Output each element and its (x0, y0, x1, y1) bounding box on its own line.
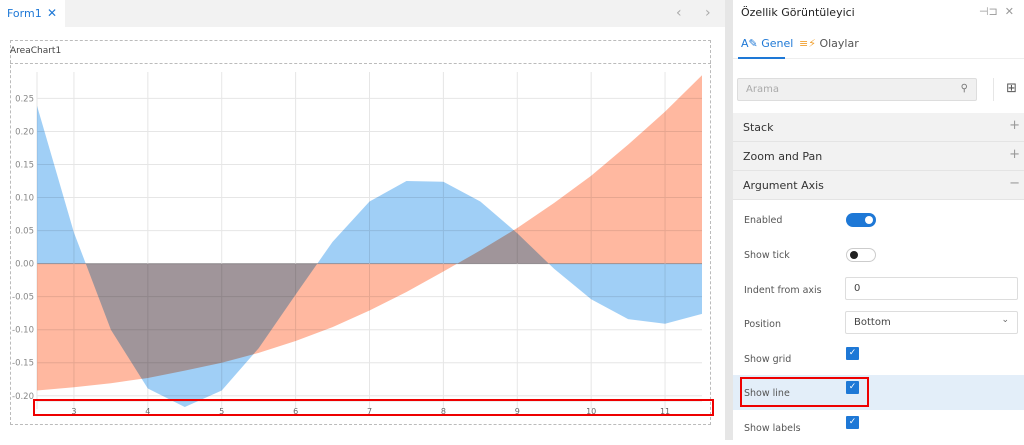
y-tick-label: 0.05 (15, 227, 34, 237)
section-label: Zoom and Pan (743, 150, 823, 163)
prop-enabled: Enabled (733, 202, 1024, 237)
prop-label: Show tick (744, 250, 790, 261)
y-tick-label: 0.15 (15, 161, 34, 171)
prop-show-tick: Show tick (733, 237, 1024, 272)
y-tick-label: -0.15 (12, 359, 34, 369)
x-tick-label: 6 (293, 407, 298, 416)
pin-icon[interactable]: ⊣⊐ (978, 5, 998, 18)
chart-title: AreaChart1 (10, 40, 711, 64)
designer-tab-bar: Form1 ✕ ‹ › (0, 0, 725, 27)
x-tick-label: 10 (586, 407, 596, 416)
area-chart: 0.25 0.20 0.15 0.10 0.05 0.00 -0.05 -0.10 -0.15 -… (12, 72, 702, 416)
y-tick-label: 0.25 (15, 94, 34, 104)
prop-label: Show labels (744, 423, 801, 434)
prop-position: Position Bottom ⌄ (733, 306, 1024, 341)
expand-icon[interactable]: + (1009, 118, 1020, 133)
section-label: Stack (743, 121, 774, 134)
x-tick-label: 9 (515, 407, 520, 416)
chart-component-frame[interactable] (10, 40, 711, 425)
show-grid-checkbox[interactable]: ✓ (846, 347, 859, 360)
prop-show-line: Show line ✓ (733, 375, 1024, 410)
highlight-x-axis (33, 399, 714, 416)
x-tick-label: 3 (71, 407, 76, 416)
highlight-show-line (740, 377, 869, 407)
close-icon[interactable]: ✕ (47, 6, 58, 20)
tab-olaylar[interactable]: ≡⚡ Olaylar (799, 37, 859, 50)
chevron-right-icon[interactable]: › (705, 5, 711, 21)
enabled-toggle[interactable] (846, 213, 876, 227)
tab-form1[interactable]: Form1 ✕ (0, 0, 65, 27)
x-tick-label: 11 (660, 407, 670, 416)
prop-label: Enabled (744, 215, 783, 226)
prop-label: Position (744, 319, 781, 330)
prop-label: Show line (744, 388, 790, 399)
prop-indent: Indent from axis 0 (733, 272, 1024, 307)
show-tick-toggle[interactable] (846, 248, 876, 262)
x-tick-label: 5 (219, 407, 224, 416)
x-tick-label: 4 (145, 407, 150, 416)
section-label: Argument Axis (743, 179, 824, 192)
tab-label: Form1 (7, 7, 42, 20)
property-viewer: Özellik Görüntüleyici ⊣⊐ ✕ A✎ Genel ≡⚡ O… (733, 0, 1024, 440)
collapse-icon[interactable]: − (1009, 176, 1020, 191)
area-series-2 (37, 75, 702, 391)
position-select[interactable]: Bottom ⌄ (845, 311, 1018, 334)
show-line-checkbox[interactable]: ✓ (846, 381, 859, 394)
x-tick-label: 7 (367, 407, 372, 416)
chevron-down-icon: ⌄ (1001, 315, 1009, 325)
y-tick-label: -0.20 (12, 392, 34, 402)
y-tick-label: 0.00 (15, 260, 34, 270)
tab-genel[interactable]: A✎ Genel (741, 37, 793, 50)
prop-show-labels: Show labels ✓ (733, 410, 1024, 445)
active-tab-indicator (738, 57, 785, 59)
search-placeholder: Arama (746, 84, 779, 95)
y-tick-label: -0.05 (12, 293, 34, 303)
chevron-left-icon[interactable]: ‹ (676, 5, 682, 21)
panel-title: Özellik Görüntüleyici (741, 6, 855, 19)
search-icon[interactable]: ⚲ (960, 83, 968, 94)
show-labels-checkbox[interactable]: ✓ (846, 416, 859, 429)
y-tick-label: 0.20 (15, 127, 34, 137)
close-icon[interactable]: ✕ (1004, 5, 1014, 18)
tab-label: Olaylar (819, 37, 859, 50)
prop-label: Show grid (744, 354, 792, 365)
expand-icon[interactable]: + (1009, 147, 1020, 162)
select-value: Bottom (854, 317, 891, 328)
plus-box-icon: ⊞ (1006, 81, 1017, 96)
indent-input[interactable]: 0 (845, 277, 1018, 300)
add-button[interactable]: ⊞ (993, 78, 1017, 101)
splitter[interactable] (725, 0, 733, 440)
section-stack[interactable]: Stack + (733, 113, 1024, 142)
prop-label: Indent from axis (744, 285, 822, 296)
y-tick-label: 0.10 (15, 194, 34, 204)
tab-label: Genel (761, 37, 794, 50)
section-argument-axis[interactable]: Argument Axis − (733, 171, 1024, 200)
y-tick-label: -0.10 (12, 326, 34, 336)
events-icon: ≡⚡ (799, 37, 816, 50)
search-input[interactable]: Arama ⚲ (737, 78, 977, 101)
edit-text-icon: A✎ (741, 37, 758, 50)
section-zoom-and-pan[interactable]: Zoom and Pan + (733, 142, 1024, 171)
prop-show-grid: Show grid ✓ (733, 341, 1024, 376)
x-tick-label: 8 (441, 407, 446, 416)
